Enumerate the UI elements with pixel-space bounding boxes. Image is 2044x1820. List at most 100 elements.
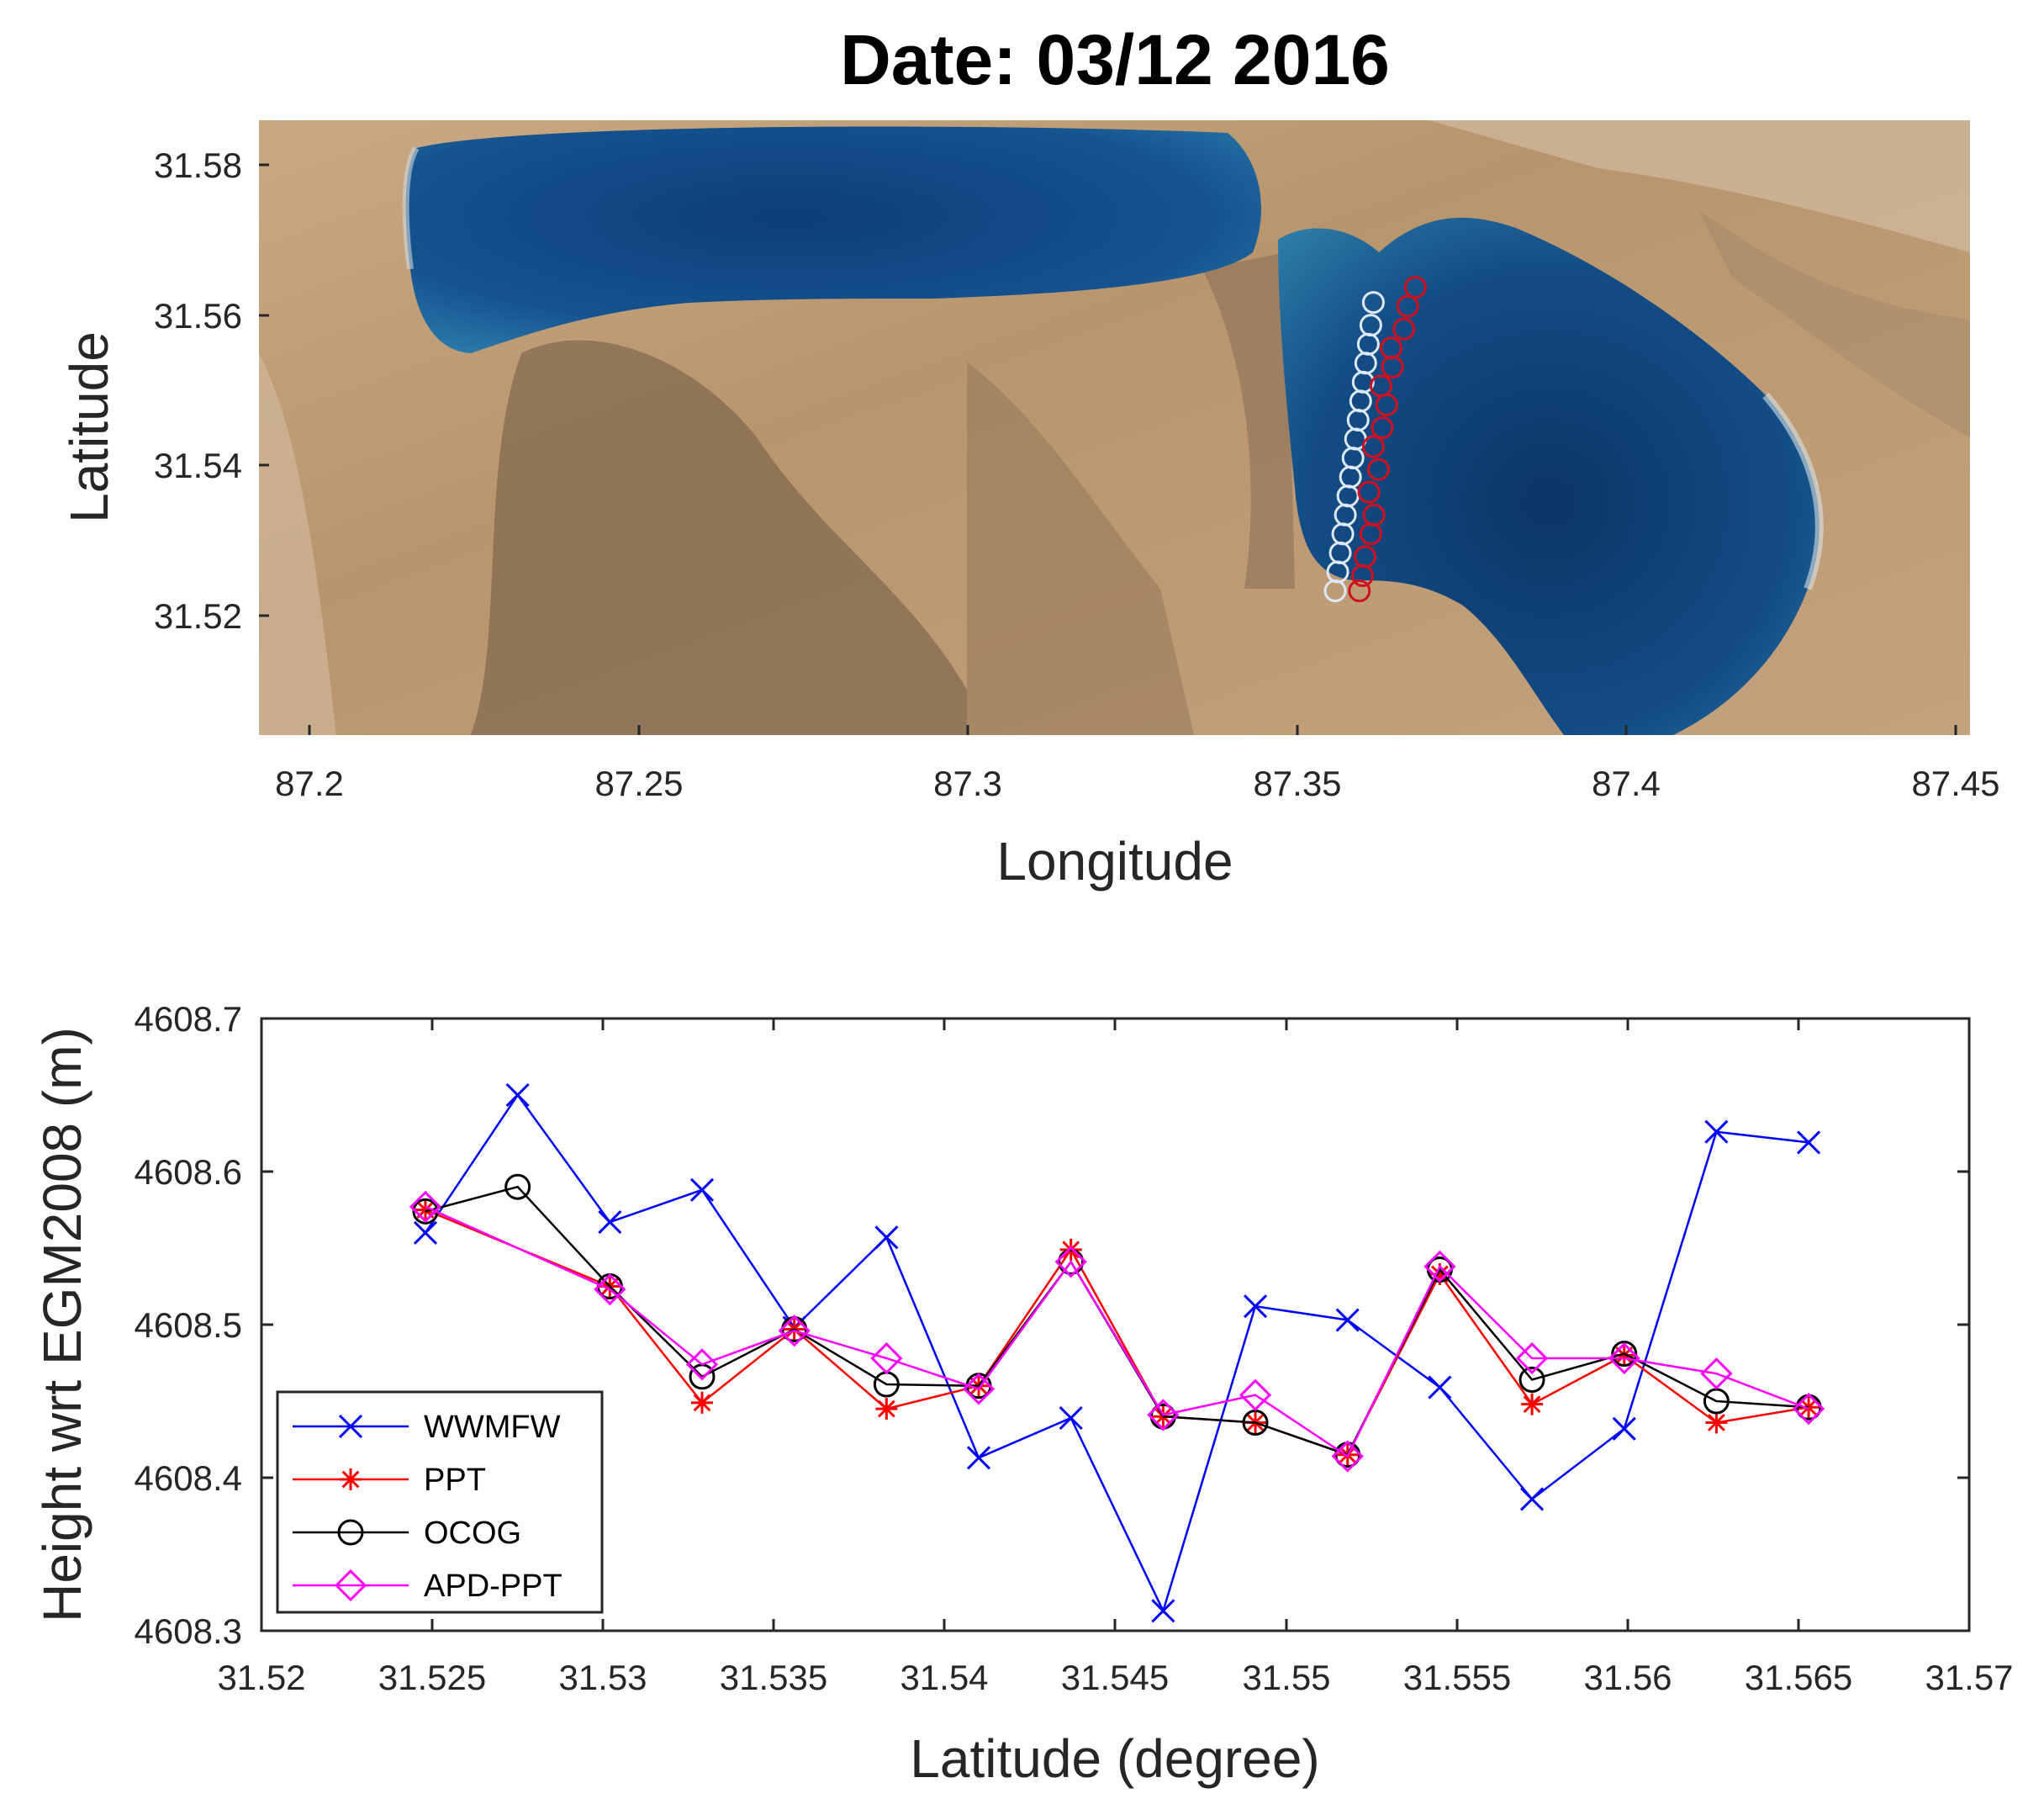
track-1-point — [1371, 416, 1394, 439]
plot-x-tick-label: 31.55 — [1242, 1658, 1330, 1697]
map-x-ticks: 87.2 87.25 87.3 87.35 87.4 87.45 — [275, 725, 2000, 803]
point-apd-ppt — [685, 1348, 719, 1381]
point-wwmfw-stroke — [1704, 1119, 1729, 1144]
plot-x-tick-label: 31.545 — [1061, 1658, 1169, 1697]
point-wwmfw — [1612, 1416, 1636, 1441]
legend-marker-ppt — [340, 1468, 362, 1490]
series-line-wwmfw — [424, 1093, 1809, 1614]
legend-marker-apd-ppt-shape — [334, 1569, 367, 1602]
point-ocog-shape — [1058, 1248, 1085, 1275]
point-apd-ppt — [1792, 1392, 1825, 1426]
point-apd-ppt — [409, 1190, 442, 1223]
point-apd-ppt-shape — [1515, 1341, 1549, 1375]
point-ocog — [504, 1173, 531, 1200]
point-apd-ppt-shape — [1700, 1357, 1733, 1390]
legend-label-ppt: PPT — [424, 1463, 486, 1498]
point-wwmfw — [598, 1209, 622, 1235]
map-x-tick-label: 87.2 — [275, 764, 344, 803]
point-apd-ppt — [1515, 1341, 1549, 1375]
point-ocog-shape — [1611, 1341, 1638, 1368]
point-apd-ppt-shape — [1054, 1246, 1087, 1278]
point-wwmfw-stroke — [1335, 1308, 1360, 1332]
point-wwmfw — [966, 1446, 991, 1470]
plot-x-tick-label: 31.56 — [1583, 1658, 1672, 1697]
legend-label-wwmfw: WWMFW — [424, 1410, 561, 1445]
point-ppt — [1705, 1411, 1728, 1434]
legend: WWMFW PPT OCOG APD-PPT — [276, 1390, 604, 1614]
legend-marker-ocog — [337, 1519, 364, 1546]
plot-x-tick-label: 31.565 — [1745, 1658, 1852, 1697]
point-ocog — [1058, 1248, 1085, 1275]
map-x-tick-label: 87.45 — [1911, 764, 1999, 803]
point-ocog-shape — [1518, 1367, 1545, 1394]
map-x-tick-label: 87.25 — [594, 764, 683, 803]
point-ppt — [875, 1398, 898, 1421]
point-wwmfw-stroke — [1151, 1599, 1175, 1623]
point-apd-ppt-shape — [409, 1190, 442, 1223]
point-wwmfw — [413, 1220, 438, 1245]
point-apd-ppt-shape — [594, 1273, 626, 1306]
point-apd-ppt-shape — [1423, 1250, 1456, 1283]
legend-marker-wwmfw — [338, 1414, 363, 1439]
map-y-tick-label: 31.56 — [154, 296, 242, 336]
track-1-point — [1362, 503, 1386, 526]
track-1-point — [1361, 435, 1385, 458]
plot-y-tick-label: 4608.7 — [135, 999, 242, 1039]
plot-x-tick-label: 31.54 — [900, 1658, 988, 1697]
track-1-point — [1369, 374, 1392, 398]
legend-marker-apd-ppt — [334, 1569, 367, 1602]
map-y-ticks: 31.52 31.54 31.56 31.58 — [154, 145, 269, 636]
point-ppt-stroke — [877, 1399, 895, 1418]
map-tracks — [1323, 276, 1427, 603]
series-line-apd-ppt — [425, 1205, 1809, 1458]
map-y-tick-label: 31.58 — [154, 145, 242, 185]
point-apd-ppt-shape — [1792, 1392, 1825, 1426]
point-wwmfw-stroke — [689, 1177, 715, 1202]
point-wwmfw-stroke — [1428, 1375, 1452, 1399]
point-wwmfw-stroke — [1520, 1487, 1545, 1511]
point-wwmfw — [1428, 1375, 1452, 1399]
point-wwmfw — [1704, 1119, 1729, 1144]
track-1-point — [1366, 458, 1390, 481]
plot-x-tick-label: 31.535 — [720, 1658, 827, 1697]
point-wwmfw — [1151, 1599, 1175, 1623]
point-wwmfw — [1243, 1294, 1268, 1319]
track-1-point — [1354, 545, 1377, 569]
point-wwmfw-stroke — [1612, 1416, 1636, 1441]
map-title: Date: 03/12 2016 — [840, 20, 1390, 99]
point-wwmfw-stroke — [1059, 1405, 1083, 1431]
satellite-image — [259, 120, 1970, 735]
plot-y-tick-label: 4608.3 — [135, 1611, 242, 1651]
legend-label-ocog: OCOG — [424, 1516, 521, 1551]
legend-swatches — [293, 1414, 409, 1602]
point-wwmfw-stroke — [1243, 1294, 1268, 1319]
map-y-tick-label: 31.54 — [154, 446, 242, 485]
legend-marker-wwmfw-stroke — [338, 1414, 363, 1439]
point-apd-ppt — [870, 1341, 903, 1375]
plot-x-tick-label: 31.57 — [1925, 1658, 2013, 1697]
track-1-point — [1357, 480, 1381, 504]
point-apd-ppt-shape — [1331, 1440, 1364, 1473]
point-ppt-stroke — [1707, 1414, 1725, 1431]
plot-series — [409, 1082, 1825, 1623]
track-0-point — [1359, 314, 1382, 337]
point-wwmfw — [1520, 1487, 1545, 1511]
point-wwmfw-stroke — [598, 1209, 622, 1235]
plot-x-ticks: 31.52 31.525 31.53 31.535 31.54 31.545 3… — [217, 1018, 2014, 1697]
point-ocog-shape — [504, 1173, 531, 1200]
track-1-point — [1348, 579, 1371, 603]
map-x-axis-label: Longitude — [996, 831, 1233, 891]
point-apd-ppt — [1331, 1440, 1364, 1473]
plot-y-tick-label: 4608.4 — [135, 1458, 242, 1498]
track-1-point — [1380, 336, 1403, 360]
plot-y-ticks: 4608.3 4608.4 4608.5 4608.6 4608.7 — [135, 999, 1969, 1651]
point-ppt — [1521, 1393, 1544, 1415]
point-wwmfw-stroke — [874, 1225, 899, 1250]
point-apd-ppt — [1700, 1357, 1733, 1390]
map-x-tick-label: 87.4 — [1592, 764, 1661, 803]
legend-box — [276, 1390, 604, 1614]
plot-y-tick-label: 4608.5 — [135, 1305, 242, 1345]
map-x-tick-label: 87.35 — [1253, 764, 1341, 803]
point-wwmfw — [1059, 1405, 1083, 1431]
plot-x-axis-label: Latitude (degree) — [910, 1728, 1319, 1789]
